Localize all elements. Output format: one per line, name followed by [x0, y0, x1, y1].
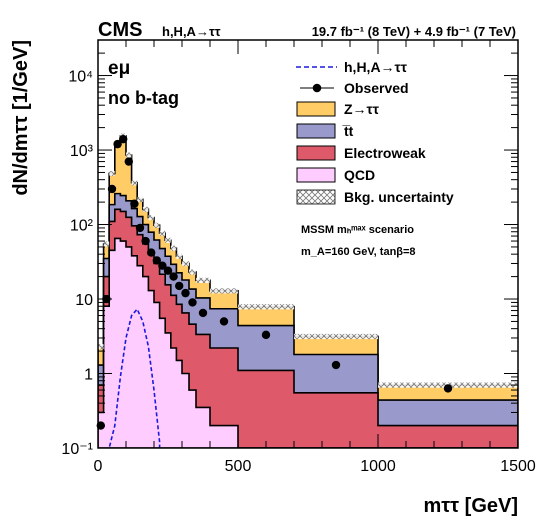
x-axis-label: mττ [GeV] [423, 495, 518, 517]
axis-ticks: 10⁻¹ 1 10 10² 10³ 10⁴ 0 500 1000 1500 [61, 39, 536, 475]
legend-observed-marker [312, 83, 322, 93]
observed-point [219, 317, 229, 326]
observed-point [181, 288, 190, 298]
plot-frame [97, 39, 519, 449]
process-label: h,H,A→ττ [162, 24, 221, 39]
observed-points [96, 134, 453, 430]
y-axis-label: dN/dmττ [1/GeV] [10, 40, 32, 196]
y-tick-label: 10⁴ [68, 69, 93, 86]
legend-ztt-swatch [296, 101, 336, 117]
scenario-line-2: m_A=160 GeV, tanβ=8 [301, 246, 416, 258]
observed-point [152, 256, 161, 265]
observed-point [261, 330, 271, 340]
observed-point [158, 261, 167, 270]
legend-ttbar-swatch [296, 123, 336, 139]
legend-electroweak-swatch [296, 145, 336, 161]
observed-point [163, 266, 173, 275]
y-tick-label: 10⁻¹ [61, 441, 93, 458]
signal-line [108, 307, 161, 448]
histogram-electroweak [98, 208, 518, 448]
channel-label: eμ [108, 58, 130, 79]
legend-signal-label: h,H,A→ττ [344, 59, 408, 75]
observed-point [141, 236, 150, 246]
histogram-qcd [98, 237, 518, 448]
legend-uncertainty-swatch [296, 189, 336, 205]
legend-electroweak-label: Electroweak [344, 145, 426, 161]
category-label: no b-tag [108, 88, 179, 108]
observed-point [124, 157, 133, 166]
x-tick-label: 0 [94, 458, 103, 475]
y-tick-label: 10 [75, 292, 93, 309]
x-tick-label: 500 [225, 458, 252, 475]
observed-point [113, 139, 122, 149]
observed-point [119, 134, 128, 144]
legend-ttbar-label: t̅t [341, 123, 353, 139]
bkg-uncertainty-band [98, 133, 518, 388]
observed-point [130, 199, 139, 208]
legend: h,H,A→ττ Observed Z→ττ t̅t Electroweak Q… [296, 59, 454, 258]
legend-ztt-label: Z→ττ [344, 101, 380, 117]
legend-observed-label: Observed [344, 80, 409, 96]
legend-qcd-swatch [296, 167, 336, 183]
legend-uncertainty-label: Bkg. uncertainty [344, 189, 454, 205]
y-tick-label: 10³ [70, 143, 94, 160]
observed-point [147, 248, 156, 257]
observed-point [331, 360, 341, 370]
experiment-label: CMS [98, 19, 142, 41]
x-tick-label: 1000 [360, 458, 396, 475]
y-tick-label: 10² [70, 218, 94, 235]
observed-point [107, 184, 117, 194]
observed-point [198, 308, 208, 318]
x-tick-label: 1500 [500, 458, 536, 475]
observed-point [443, 384, 453, 393]
observed-point [175, 281, 184, 291]
signal-curve [108, 307, 161, 448]
y-tick-label: 1 [84, 367, 93, 384]
observed-point [169, 272, 178, 281]
stacked-histograms [98, 133, 518, 448]
observed-point [135, 223, 145, 233]
lumi-label: 19.7 fb⁻¹ (8 TeV) + 4.9 fb⁻¹ (7 TeV) [312, 24, 516, 39]
legend-qcd-label: QCD [344, 167, 375, 183]
observed-point [188, 298, 197, 307]
scenario-line-1: MSSM mₕᵐᵃˣ scenario [301, 224, 414, 236]
